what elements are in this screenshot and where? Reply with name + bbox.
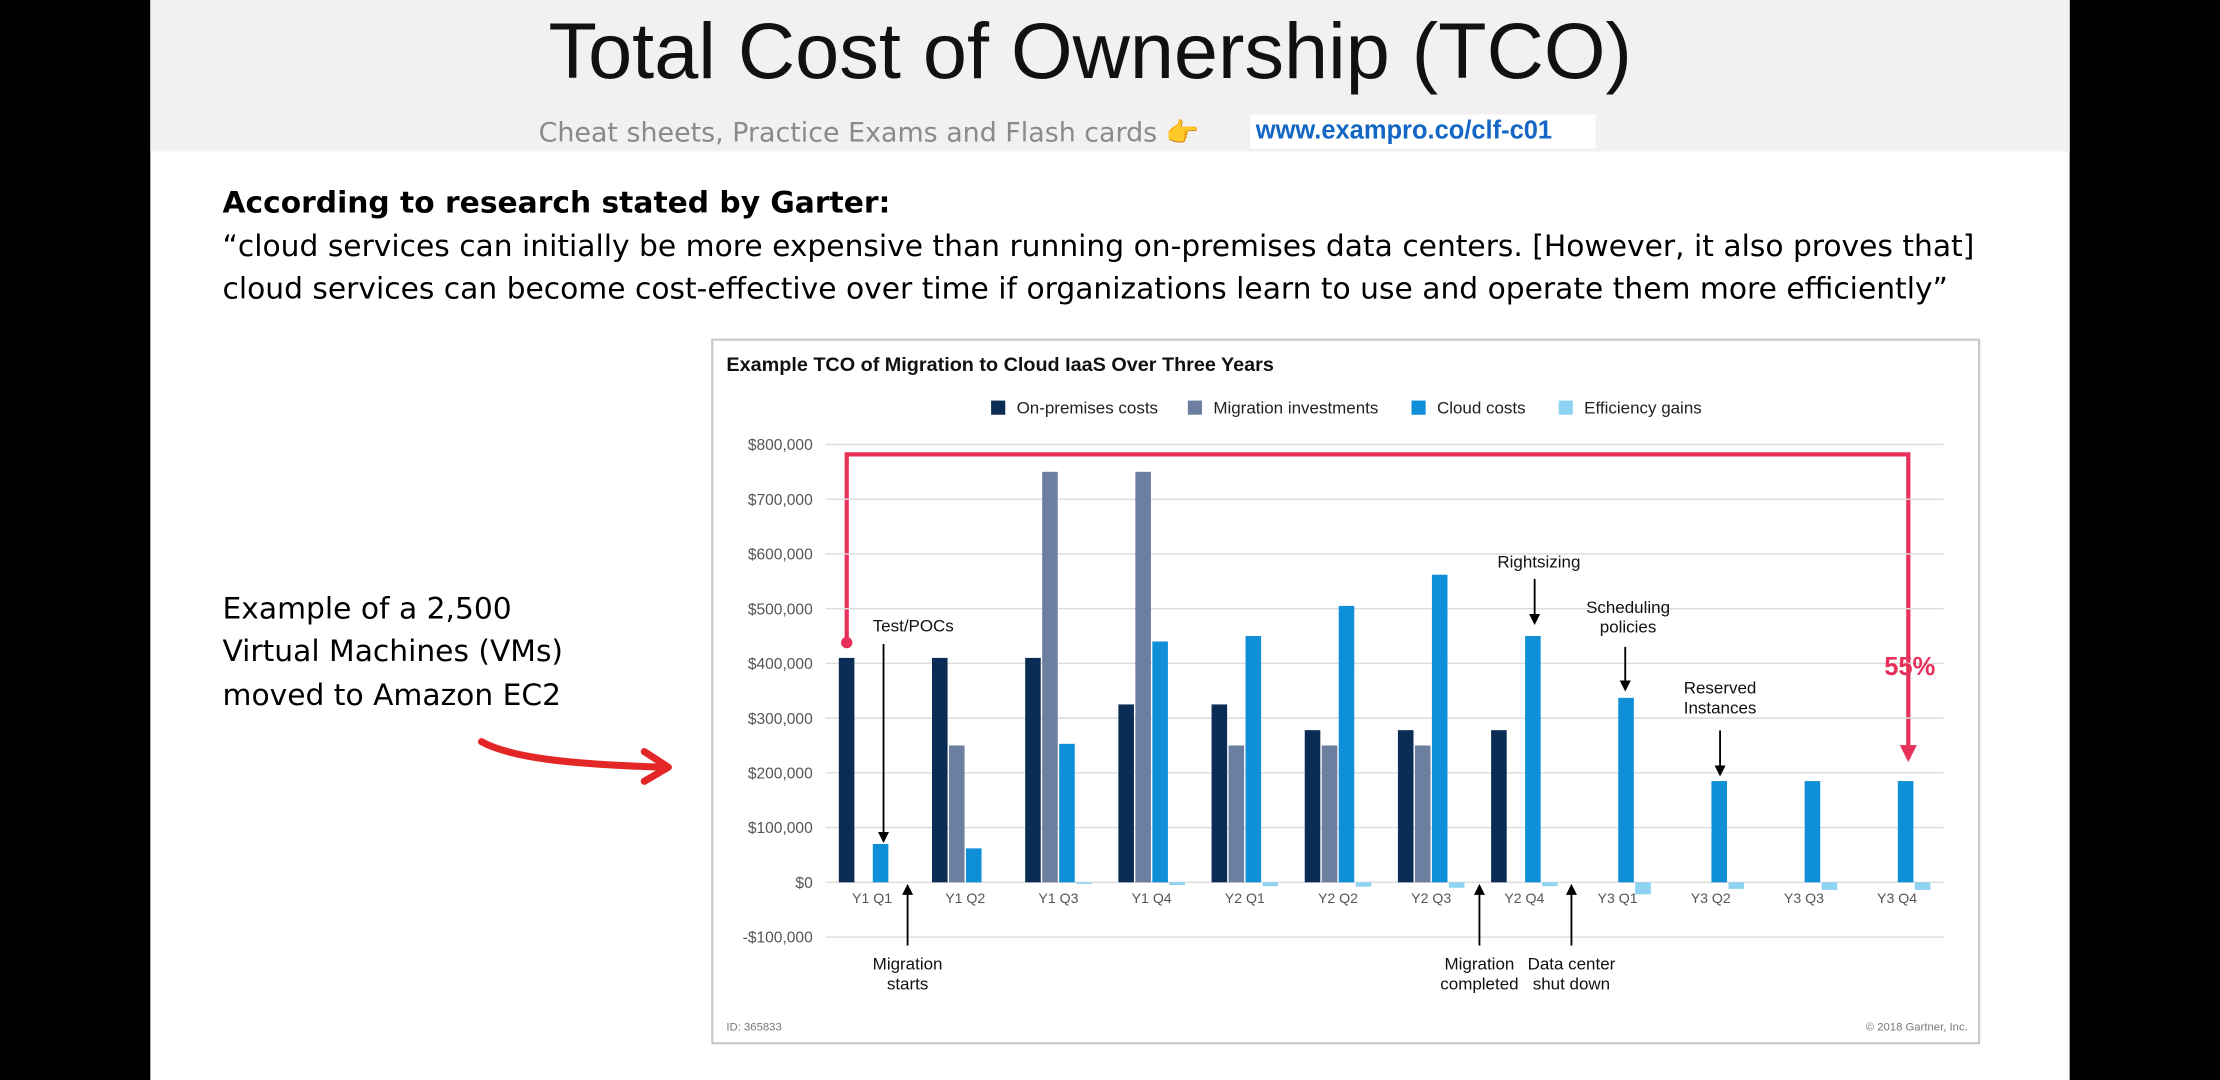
bar [1635,882,1651,895]
y-tick-label: $0 [795,875,813,892]
bar [1169,882,1185,886]
bar [1431,574,1448,883]
annotation: Test/POCs [873,616,954,635]
x-tick-label: Y3 Q1 [1598,890,1638,906]
bar [1135,471,1151,883]
x-tick-label: Y2 Q3 [1411,890,1451,906]
bar [1118,704,1134,883]
bar [932,657,948,883]
bar [1321,745,1338,883]
annotation: Reserved [1684,679,1757,698]
y-tick-label: $300,000 [748,711,813,728]
y-tick-label: $100,000 [748,820,813,837]
subtitle: Cheat sheets, Practice Exams and Flash c… [539,118,1200,149]
y-tick-label: $400,000 [748,656,813,673]
bar [1355,882,1372,887]
bar [1804,781,1821,883]
bar [1059,743,1075,883]
annotation: shut down [1533,974,1610,993]
bar [948,745,965,883]
y-tick-label: $700,000 [748,492,813,509]
x-tick-label: Y2 Q4 [1504,890,1544,906]
link-box [1250,114,1596,149]
annotation: starts [887,974,928,993]
bar [1076,882,1092,884]
y-tick-label: -$100,000 [743,930,813,947]
legend-label: Cloud costs [1437,398,1526,417]
note-line: Example of a 2,500 [223,592,512,627]
bar [1728,882,1745,889]
bar [1397,730,1414,883]
bar [1304,730,1321,883]
legend-label: On-premises costs [1017,398,1158,417]
legend-swatch [1558,400,1573,415]
note-line: Virtual Machines (VMs) [223,634,564,669]
footnote: ID: 365833 [726,1021,781,1033]
x-tick-label: Y1 Q3 [1038,890,1078,906]
bar [1525,636,1541,883]
annotation: Migration [873,955,943,974]
red-arrow [477,738,670,771]
quote-line: “cloud services can initially be more ex… [223,229,1975,264]
annotation: Instances [1684,698,1757,717]
y-tick-label: $800,000 [748,437,813,454]
header [150,0,2070,152]
annotation: Rightsizing [1497,553,1580,572]
bar [872,843,889,883]
y-tick-label: $500,000 [748,601,813,618]
bar [1711,781,1728,883]
bar [1338,605,1355,883]
x-tick-label: Y1 Q4 [1132,890,1172,906]
annotation: Scheduling [1586,598,1670,617]
legend-label: Efficiency gains [1584,398,1702,417]
bar [1542,882,1558,887]
annotation: completed [1440,974,1518,993]
annotation: 55% [1884,653,1935,681]
x-tick-label: Y1 Q2 [945,890,985,906]
bar [1245,636,1262,883]
bar [1262,882,1279,887]
y-tick-label: $200,000 [748,766,813,783]
bar [1448,882,1465,888]
bar [1228,745,1245,883]
slide-title: Total Cost of Ownership (TCO) [548,6,1631,95]
annotation: policies [1600,618,1657,637]
quote-line: cloud services can become cost-effective… [223,272,1948,307]
annotation: Data center [1528,955,1616,974]
bar [1914,882,1931,890]
bar [1211,704,1228,883]
legend-swatch [1411,400,1426,415]
bar [1042,471,1058,883]
x-tick-label: Y1 Q1 [852,890,892,906]
x-tick-label: Y2 Q2 [1318,890,1358,906]
bar [965,848,982,883]
bar [1025,657,1041,883]
bracket-dot [841,636,853,649]
bar [1897,781,1914,883]
bar [1821,882,1838,890]
annotation: Migration [1445,955,1515,974]
y-tick-label: $600,000 [748,547,813,564]
x-tick-label: Y3 Q4 [1877,890,1917,906]
link[interactable]: www.exampro.co/clf-c01 [1255,117,1552,145]
bar [1491,730,1507,883]
legend-label: Migration investments [1213,398,1378,417]
footnote: © 2018 Gartner, Inc. [1866,1021,1968,1033]
legend-swatch [1187,400,1203,415]
heading: According to research stated by Garter: [223,185,891,220]
legend-swatch [991,400,1006,415]
chart-title: Example TCO of Migration to Cloud IaaS O… [726,354,1274,376]
bracket [844,452,1917,763]
x-tick-label: Y2 Q1 [1225,890,1265,906]
x-tick-label: Y3 Q2 [1691,890,1731,906]
bar [838,657,855,883]
x-tick-label: Y3 Q3 [1784,890,1824,906]
bar [1414,745,1431,883]
red-arrow-head [640,748,672,785]
bar [1152,641,1168,883]
bar [1618,697,1634,883]
note-line: moved to Amazon EC2 [223,678,562,713]
